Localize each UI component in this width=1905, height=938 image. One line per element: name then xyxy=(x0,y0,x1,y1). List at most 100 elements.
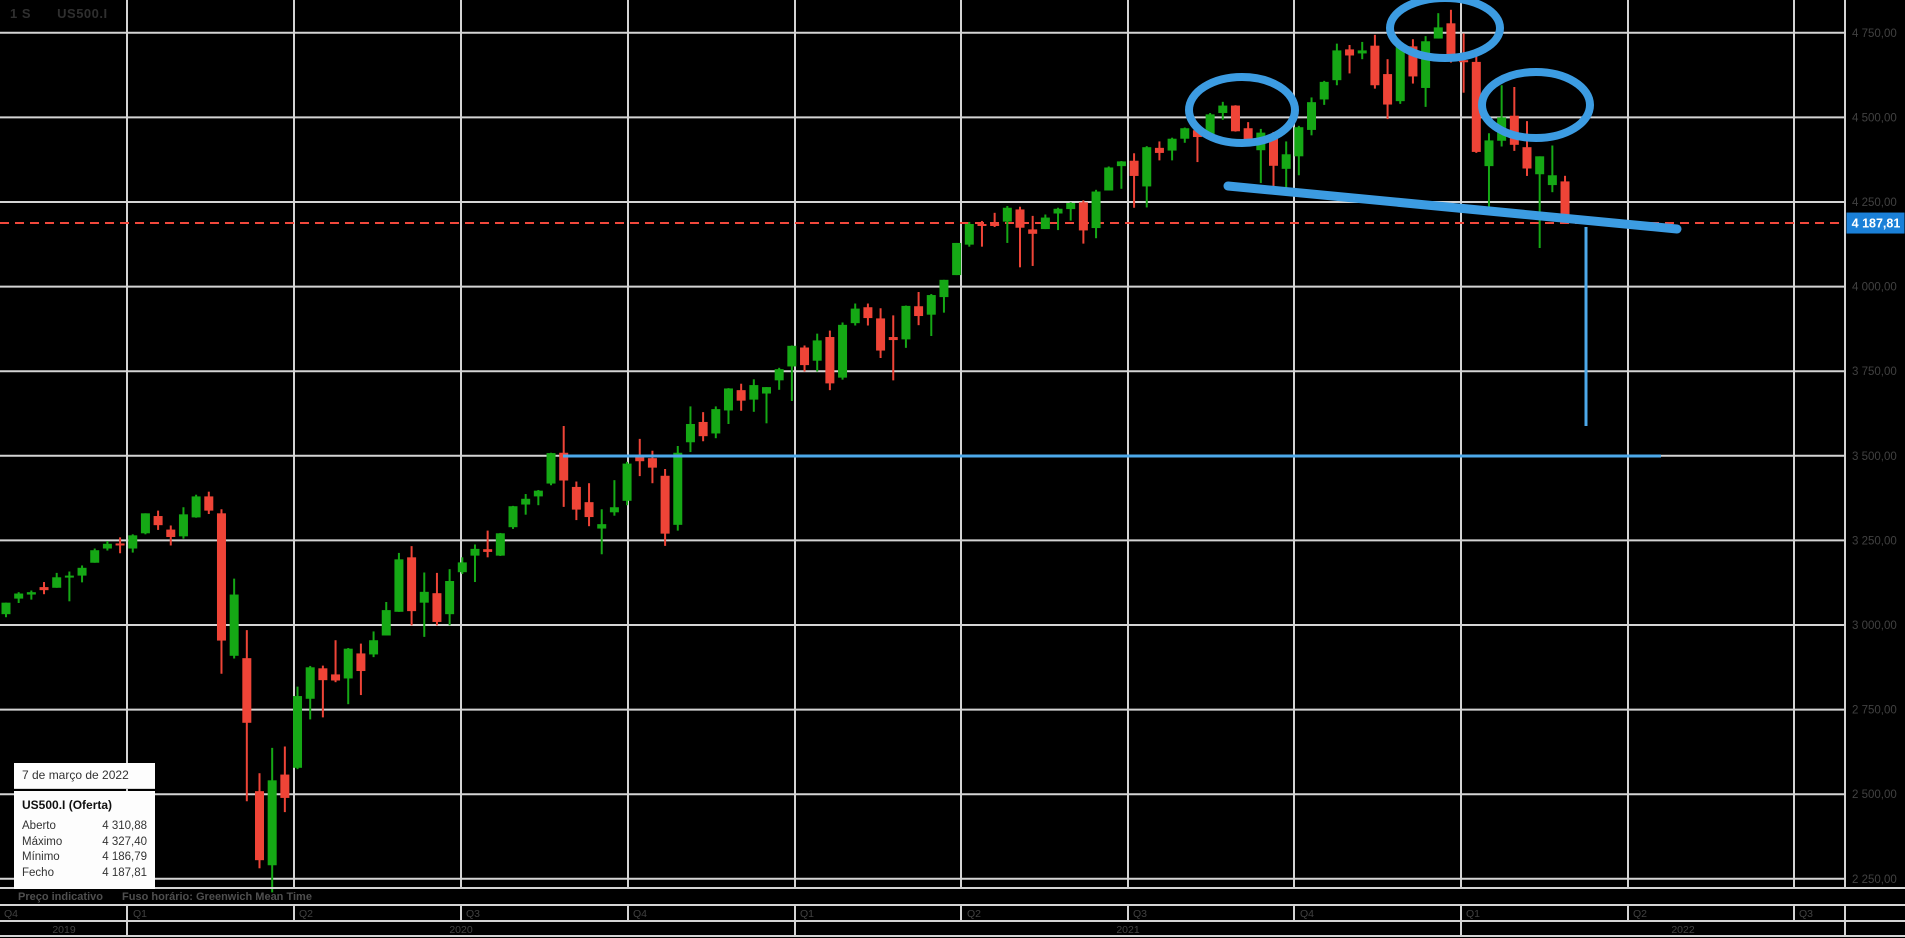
candle-bullish xyxy=(685,406,695,453)
candle-bearish xyxy=(559,426,569,507)
candle-bullish xyxy=(1294,125,1304,176)
candle-bearish xyxy=(1015,206,1025,268)
candle-bullish xyxy=(102,541,112,551)
time-axis[interactable]: Q4 Q1 Q2 Q3 Q4 Q1 Q2 Q3 Q4 Q1 Q2 Q3 2019 2020 2021 2022 xyxy=(0,887,1905,937)
candle-bullish xyxy=(381,601,391,636)
candle-bullish xyxy=(850,303,860,326)
candle-bearish xyxy=(1243,122,1253,141)
candle-bullish xyxy=(419,572,429,637)
candle-body xyxy=(1307,102,1317,130)
candle-bullish xyxy=(838,322,848,380)
candle-body xyxy=(356,653,366,672)
candle-bullish xyxy=(90,548,100,563)
price-axis-label: 4 000,00 xyxy=(1852,282,1897,294)
candle-body xyxy=(533,490,543,497)
candle-bullish xyxy=(787,345,797,401)
candle-bullish xyxy=(1167,137,1177,161)
candle-body xyxy=(26,592,36,595)
annotation-ellipse[interactable] xyxy=(1478,68,1594,142)
candle-body xyxy=(952,242,962,276)
candle-body xyxy=(863,307,873,319)
chart-header: 1 S US500.I xyxy=(10,6,108,21)
candle-body xyxy=(216,513,226,641)
candle-body xyxy=(1281,154,1291,169)
annotation-ellipse[interactable] xyxy=(1386,0,1504,62)
candle-bearish xyxy=(1230,105,1240,132)
candle-body xyxy=(812,340,822,361)
candle-body xyxy=(1459,60,1469,63)
candle-body xyxy=(723,388,733,411)
candle-body xyxy=(128,535,138,549)
candle-body xyxy=(267,780,277,866)
candle-body xyxy=(1243,128,1253,141)
candle-bullish xyxy=(267,747,277,893)
candle-body xyxy=(115,543,125,546)
candle-body xyxy=(926,295,936,315)
candle-body xyxy=(1332,50,1342,81)
quarter-label: Q3 xyxy=(1133,908,1147,920)
year-label: 2020 xyxy=(449,924,473,936)
candle-bearish xyxy=(432,572,442,626)
price-axis-label: 4 750,00 xyxy=(1852,28,1897,40)
candle-body xyxy=(1218,105,1228,114)
candle-bullish xyxy=(14,592,24,604)
candle-body xyxy=(52,577,62,588)
candle-body xyxy=(1345,49,1355,56)
candle-bearish xyxy=(977,220,987,247)
candle-bearish xyxy=(888,315,898,381)
candle-bullish xyxy=(812,333,822,372)
candle-bearish xyxy=(1129,153,1139,208)
candle-bearish xyxy=(280,746,290,813)
annotation-ellipse[interactable] xyxy=(1185,73,1299,147)
candle-bearish xyxy=(1269,131,1278,190)
candle-body xyxy=(1269,136,1278,166)
candle-body xyxy=(407,557,417,612)
candle-body xyxy=(191,496,201,518)
quarter-label: Q4 xyxy=(1300,908,1314,920)
candle-bullish xyxy=(749,379,759,412)
candle-body xyxy=(1446,23,1456,58)
candle-bearish xyxy=(571,481,581,521)
candle-body xyxy=(1028,229,1038,234)
candle-body xyxy=(166,529,176,538)
timeframe-label: 1 S xyxy=(10,6,32,21)
price-axis[interactable]: 4 750,00 4 500,00 4 250,00 4 000,00 3 750,00… xyxy=(1846,28,1905,886)
price-axis-label: 4 250,00 xyxy=(1852,197,1897,209)
candle-body xyxy=(1205,114,1215,135)
candle-bullish xyxy=(1484,133,1494,212)
candle-bullish xyxy=(1395,45,1405,104)
drawing-annotations[interactable] xyxy=(563,0,1682,458)
candle-body xyxy=(597,524,607,529)
symbol-label: US500.I xyxy=(57,6,108,21)
candle-bearish xyxy=(698,412,708,442)
candle-body xyxy=(1129,160,1139,176)
candle-body xyxy=(1395,45,1405,102)
candle-body xyxy=(1471,61,1481,152)
candle-bullish xyxy=(1357,41,1367,60)
candle-body xyxy=(736,390,746,401)
annotation-trendline[interactable] xyxy=(1223,181,1682,234)
gridlines xyxy=(0,0,1846,888)
candle-body xyxy=(483,549,493,552)
candle-body xyxy=(571,486,581,510)
candle-body xyxy=(394,559,404,612)
candle-bullish xyxy=(77,565,87,583)
candle-bullish xyxy=(508,505,518,529)
candle-bearish xyxy=(318,665,328,718)
candle-bullish xyxy=(64,571,74,602)
candle-bullish xyxy=(293,686,303,770)
candle-body xyxy=(1015,209,1025,228)
candle-body xyxy=(1,602,11,615)
candle-body xyxy=(635,455,645,462)
candle-bullish xyxy=(521,494,531,515)
candle-body xyxy=(1066,203,1076,210)
quarter-label: Q1 xyxy=(133,908,147,920)
quarter-label: Q2 xyxy=(299,908,313,920)
candle-body xyxy=(1142,147,1152,187)
candle-body xyxy=(800,347,810,366)
candle-body xyxy=(850,308,860,324)
candle-bearish xyxy=(1522,121,1532,176)
candle-bearish xyxy=(242,630,252,802)
candle-body xyxy=(559,452,569,481)
